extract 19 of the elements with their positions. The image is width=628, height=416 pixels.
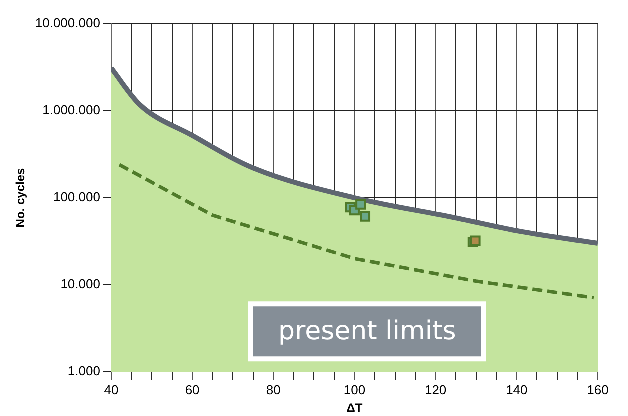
x-tick-label: 140 (506, 382, 528, 398)
y-tick-label: 1.000 (68, 364, 100, 379)
annotation: present limits (278, 316, 456, 346)
point (360, 211, 371, 222)
y-tick-label: 10.000.000 (35, 16, 100, 31)
x-tick-label: 160 (587, 382, 609, 398)
x-tick-label: 80 (266, 382, 281, 398)
y-tick-label: 1.000.000 (42, 102, 100, 118)
point (470, 236, 481, 246)
y-tick-label: 10.000 (60, 276, 100, 292)
x-axis-title: ΔT (346, 401, 364, 416)
point (356, 199, 366, 210)
x-tick-label: 40 (104, 382, 119, 398)
y-axis-title: No. cycles (14, 168, 28, 228)
x-tick-label: 60 (185, 382, 200, 398)
x-tick-label: 120 (424, 382, 447, 398)
x-tick-label: 100 (344, 382, 366, 398)
y-tick-label: 100.000 (53, 190, 100, 205)
line-series (118, 163, 596, 300)
